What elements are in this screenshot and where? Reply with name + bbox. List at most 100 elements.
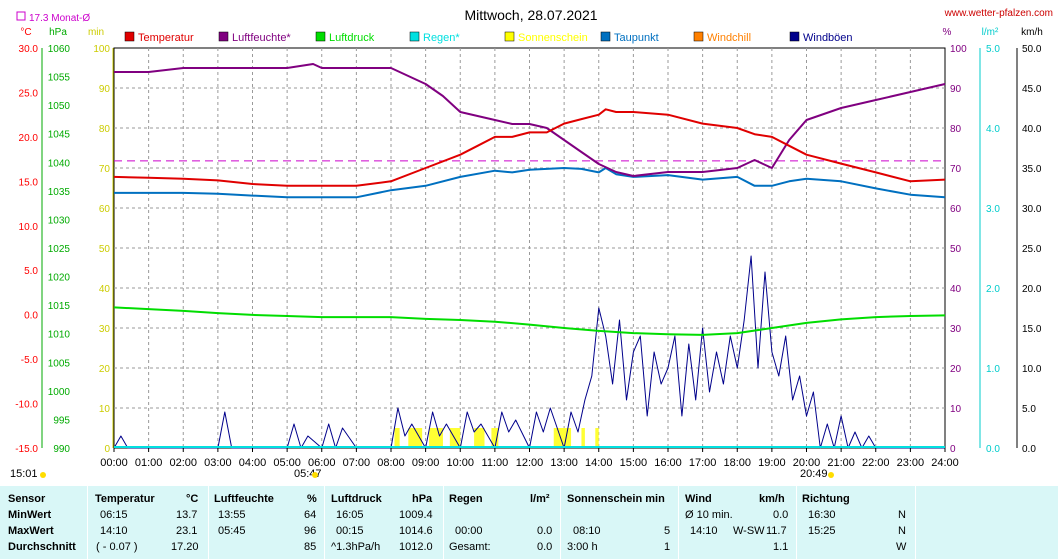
bottom-left-time: 15:01 [10,468,38,480]
legend-swatch [789,31,800,42]
x-tick-label: 07:00 [343,457,371,469]
x-tick-label: 15:00 [620,457,648,469]
rain-max-time: 00:00 [455,525,483,537]
header-sunshine: Sonnenschein min [567,493,665,505]
series-line-taupunkt [114,167,946,199]
column-separator [915,486,916,559]
rain-unit-label: l/m² [982,27,999,38]
sunshine-total: 3:00 h [567,541,598,553]
humidity-tick-label: 10 [950,404,962,415]
x-tick-label: 23:00 [897,457,925,469]
pressure-tick-label: 1040 [48,158,71,169]
site-link[interactable]: www.wetter-pfalzen.com [944,8,1053,19]
series-line-temperatur [113,108,946,187]
legend-label: Sonnenschein [518,32,588,44]
x-tick-label: 02:00 [169,457,197,469]
series-line-luftdruck [113,306,946,336]
header-rain: Regen [449,493,483,505]
header-rain-unit: l/m² [530,493,550,505]
sunshine-bar [581,428,585,448]
x-tick-label: 06:00 [308,457,336,469]
legend-swatch [315,31,326,42]
humidity-max-time: 05:45 [218,525,246,537]
legend-label: Windchill [707,32,751,44]
direction-max-time: 15:25 [808,525,836,537]
wind-tick-label: 5.0 [1022,404,1036,415]
x-tick-label: 04:00 [239,457,267,469]
wind-tick-label: 15.0 [1022,324,1042,335]
chart-title: Mittwoch, 28.07.2021 [464,7,597,23]
temperature-tick-label: 5.0 [24,266,38,277]
rain-tick-label: 0.0 [986,444,1000,455]
humidity-tick-label: 90 [950,84,962,95]
pressure-max-value: 1014.6 [399,525,433,537]
sunshine-bar [408,428,423,448]
wind-tick-label: 40.0 [1022,124,1042,135]
weather-chart: Mittwoch, 28.07.2021 www.wetter-pfalzen.… [10,7,1053,480]
sunshine-bar [474,428,485,448]
sunshine-avg-value: 1 [664,541,671,553]
humidity-max-value: 96 [304,525,317,537]
x-tick-label: 24:00 [931,457,959,469]
humidity-tick-label: 30 [950,324,962,335]
sunshine-bar [429,428,443,448]
rain-tick-label: 5.0 [986,44,1000,55]
pressure-tick-label: 1015 [48,301,71,312]
minutes-tick-label: 0 [104,444,110,455]
header-sensor: Sensor [8,493,46,505]
x-tick-label: 12:00 [516,457,544,469]
minutes-tick-label: 70 [99,164,111,175]
pressure-tick-label: 1045 [48,130,71,141]
minutes-tick-label: 50 [99,244,111,255]
direction-max-value: N [898,525,906,537]
x-tick-label: 16:00 [654,457,682,469]
monthly-avg-label: 17.3 Monat-Ø [29,13,90,24]
sunshine-max-time: 08:10 [573,525,601,537]
pressure-tick-label: 1000 [48,387,71,398]
temperature-tick-label: -10.0 [15,400,38,411]
rain-tick-label: 4.0 [986,124,1000,135]
header-humidity-unit: % [307,493,317,505]
legend-label: Temperatur [138,32,194,44]
wind-tick-label: 50.0 [1022,44,1042,55]
sunshine-bar [553,428,572,448]
header-direction: Richtung [802,493,850,505]
column-separator [324,486,325,559]
wind-max-time: 14:10 [690,525,718,537]
legend-label: Regen* [423,32,460,44]
pressure-unit-label: hPa [49,27,67,38]
sun-icon [40,472,46,478]
pressure-avg-value: 1012.0 [399,541,433,553]
humidity-avg-value: 85 [304,541,317,553]
rain-total-value: 0.0 [537,541,553,553]
column-separator [208,486,209,559]
minutes-tick-label: 20 [99,364,111,375]
column-separator [796,486,797,559]
pressure-min-time: 16:05 [336,509,364,521]
temp-min-value: 13.7 [176,509,198,521]
rain-total-label: Gesamt: [449,541,491,553]
x-tick-label: 17:00 [689,457,717,469]
temp-avg-value: 17.20 [171,541,199,553]
rain-max-value: 0.0 [537,525,553,537]
header-pressure-unit: hPa [412,493,433,505]
pressure-tick-label: 1055 [48,73,71,84]
header-wind: Wind [685,493,712,505]
x-tick-label: 13:00 [550,457,578,469]
temp-min-time: 06:15 [100,509,128,521]
row-label: Durchschnitt [8,541,76,553]
series-line-luftfeuchte [114,63,946,177]
x-tick-label: 11:00 [482,457,509,469]
temperature-unit-label: °C [20,27,31,38]
x-tick-label: 09:00 [412,457,440,469]
pressure-tick-label: 1035 [48,187,71,198]
x-axis: 00:00 01:00 02:00 03:00 04:00 05:00 06:00 07:00… [100,448,959,469]
monthly-avg-marker-icon [16,11,26,21]
minutes-unit-label: min [88,27,104,38]
x-tick-label: 14:00 [585,457,613,469]
header-temperature: Temperatur [95,493,155,505]
x-tick-label: 05:00 [273,457,301,469]
humidity-unit-label: % [943,27,952,38]
x-tick-label: 20:00 [793,457,821,469]
row-label: MaxWert [8,525,54,537]
